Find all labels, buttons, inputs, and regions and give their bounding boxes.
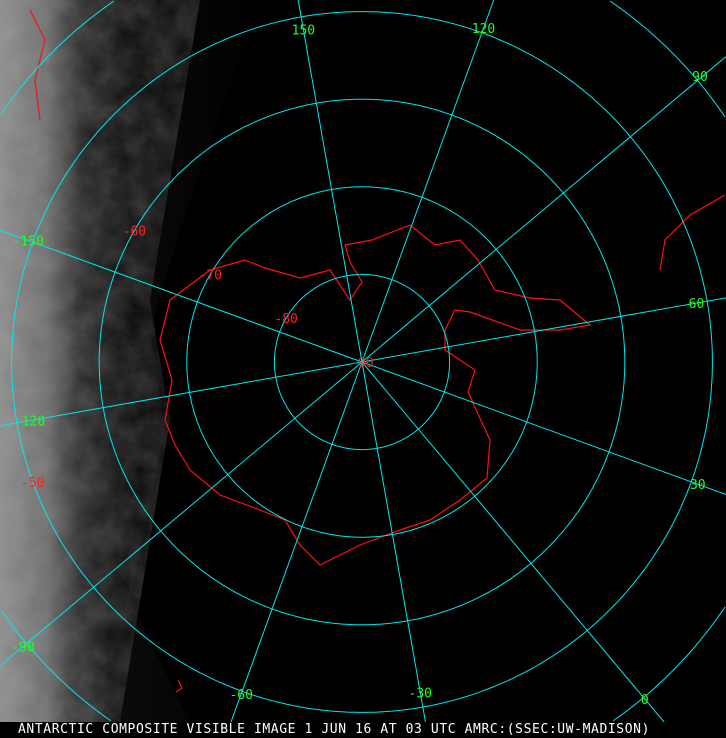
meridian-line (361, 361, 426, 723)
meridian-line (0, 361, 363, 427)
coastline (29, 9, 726, 693)
meridian-line (0, 229, 363, 363)
latitude-circle (98, 98, 626, 626)
longitude-label: -120 (14, 415, 45, 430)
longitude-label: -150 (13, 235, 44, 250)
meridian-line (361, 361, 726, 495)
latitude-circle (612, 606, 726, 722)
latitude-label: -60 (123, 225, 146, 240)
latitude-circle (11, 11, 713, 713)
longitude-label: -30 (409, 686, 432, 701)
meridian-line (361, 297, 726, 363)
image-caption: ANTARCTIC COMPOSITE VISIBLE IMAGE 1 JUN … (0, 722, 726, 738)
antarctica-coastline (159, 224, 592, 566)
latitude-label: -90 (350, 356, 373, 371)
latitude-circle (609, 0, 726, 118)
graticule-labels: 150 120 90 60 30 0 -30 -60 -90 -120 -150 -50 -60 -70 -… (11, 22, 708, 708)
graticule (0, 0, 726, 723)
longitude-label: -60 (229, 688, 252, 703)
longitude-label: 30 (690, 478, 706, 493)
latitude-label: -50 (21, 476, 44, 491)
meridian-line (230, 361, 363, 723)
coastline-segment (29, 9, 46, 121)
latitude-circle (273, 273, 451, 451)
coastline-segment (659, 194, 726, 271)
meridian-line (361, 361, 665, 723)
longitude-label: -90 (11, 640, 34, 655)
longitude-label: 90 (692, 70, 708, 85)
coastline-segment (175, 679, 183, 693)
longitude-label: 60 (689, 297, 705, 312)
meridian-line (361, 0, 495, 363)
longitude-label: 0 (641, 693, 649, 708)
latitude-label: -80 (274, 312, 297, 327)
meridian-line (0, 361, 363, 667)
meridian-line (297, 0, 363, 363)
longitude-label: 150 (292, 24, 315, 39)
latitude-circle (0, 0, 115, 115)
latitude-circle (186, 186, 538, 538)
meridian-line (361, 56, 726, 363)
latitude-circle (0, 609, 112, 722)
longitude-label: 120 (472, 22, 495, 37)
latitude-label: -70 (199, 268, 222, 283)
